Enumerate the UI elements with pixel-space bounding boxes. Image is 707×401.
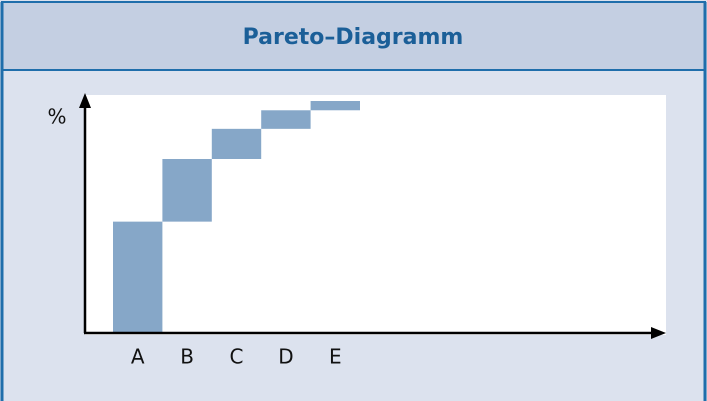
- chart-title: Pareto–Diagramm: [243, 25, 464, 50]
- y-axis-arrow: [79, 93, 91, 108]
- bar: [113, 221, 163, 333]
- x-tick-label: D: [278, 345, 293, 369]
- bar: [261, 110, 311, 129]
- bar: [310, 101, 360, 111]
- x-axis-arrow: [651, 327, 666, 339]
- bar: [162, 159, 212, 222]
- bar: [211, 128, 262, 159]
- x-tick-label: B: [180, 345, 194, 369]
- y-axis-label: %: [47, 105, 66, 129]
- title-bar: [1, 1, 706, 71]
- x-tick-label: A: [131, 345, 145, 369]
- x-tick-label: E: [329, 345, 342, 369]
- x-tick-label: C: [230, 345, 244, 369]
- marks: [113, 101, 360, 333]
